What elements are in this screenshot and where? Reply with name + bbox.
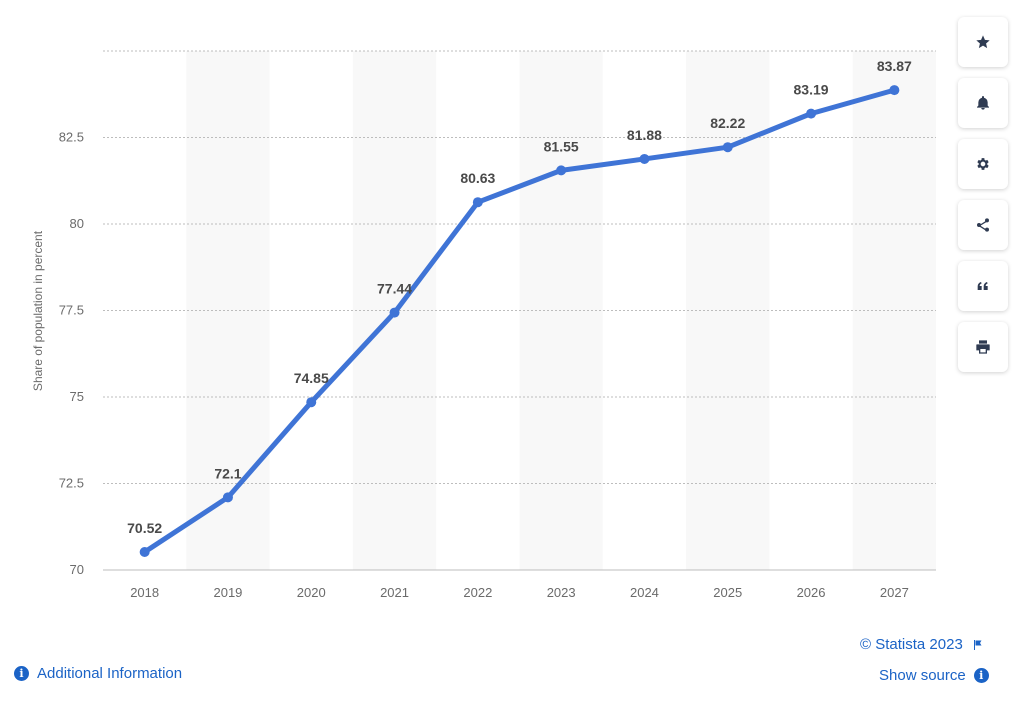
data-label: 72.1: [214, 465, 241, 481]
data-point[interactable]: [139, 547, 150, 558]
data-label: 83.87: [877, 58, 912, 74]
x-tick-label: 2027: [880, 585, 909, 600]
cite-button[interactable]: [958, 261, 1008, 311]
x-axis-ticks: 2018 2019 2020 2021 2022 2023 2024 2025 2026 2027: [130, 585, 909, 600]
x-tick-label: 2023: [547, 585, 576, 600]
data-label: 77.44: [377, 281, 412, 297]
band: [852, 51, 936, 570]
settings-button[interactable]: [958, 139, 1008, 189]
data-point[interactable]: [222, 492, 233, 503]
x-tick-label: 2022: [463, 585, 492, 600]
show-source-text: Show source: [879, 667, 966, 684]
series-line-group: [142, 87, 897, 555]
y-tick-label: 77.5: [59, 303, 84, 318]
data-label: 70.52: [127, 520, 162, 536]
bell-icon: [977, 96, 989, 110]
flag-icon: [972, 639, 984, 651]
x-tick-label: 2019: [213, 585, 242, 600]
data-points: [139, 85, 900, 558]
y-tick-label: 82.5: [59, 130, 84, 145]
print-icon: [976, 340, 990, 354]
x-tick-label: 2018: [130, 585, 159, 600]
chart-toolbar: [958, 17, 1008, 383]
data-point[interactable]: [889, 85, 900, 96]
data-label: 83.19: [794, 82, 829, 98]
data-label: 80.63: [460, 170, 495, 186]
additional-information-link[interactable]: i Additional Information: [14, 665, 182, 682]
quote-icon: [977, 282, 988, 290]
print-button[interactable]: [958, 322, 1008, 372]
notification-button[interactable]: [958, 78, 1008, 128]
data-label: 82.22: [710, 115, 745, 131]
data-point[interactable]: [722, 142, 733, 153]
data-point[interactable]: [306, 397, 317, 408]
star-icon: [976, 35, 990, 49]
y-tick-label: 70: [70, 562, 84, 577]
data-point[interactable]: [472, 197, 483, 208]
data-labels: 70.52 72.1 74.85 77.44 80.63 81.55 81.88 82.22 8…: [127, 58, 912, 536]
info-icon: i: [973, 668, 989, 683]
x-tick-label: 2025: [713, 585, 742, 600]
data-point[interactable]: [806, 108, 817, 119]
gridlines: [103, 50, 936, 571]
data-label: 74.85: [294, 370, 329, 386]
x-tick-label: 2024: [630, 585, 659, 600]
y-tick-label: 75: [70, 389, 84, 404]
series-line: [142, 87, 897, 555]
y-axis-ticks: 70 72.5 75 77.5 80 82.5: [59, 130, 84, 578]
copyright-link[interactable]: © Statista 2023: [860, 636, 984, 653]
data-point[interactable]: [639, 153, 650, 164]
info-icon: i: [14, 666, 29, 681]
show-source-link[interactable]: Show source i: [879, 667, 989, 684]
additional-information-text: Additional Information: [37, 665, 183, 682]
y-tick-label: 72.5: [59, 476, 84, 491]
y-axis-label: Share of population in percent: [31, 230, 45, 391]
data-label: 81.55: [544, 138, 579, 154]
data-point[interactable]: [389, 307, 400, 318]
y-tick-label: 80: [70, 216, 84, 231]
copyright-text: © Statista 2023: [860, 636, 963, 653]
data-point[interactable]: [556, 165, 567, 176]
data-label: 81.88: [627, 127, 662, 143]
x-tick-label: 2021: [380, 585, 409, 600]
x-tick-label: 2020: [297, 585, 326, 600]
share-icon: [977, 218, 989, 232]
gear-icon: [977, 158, 989, 170]
favorite-button[interactable]: [958, 17, 1008, 67]
x-tick-label: 2026: [797, 585, 826, 600]
share-button[interactable]: [958, 200, 1008, 250]
